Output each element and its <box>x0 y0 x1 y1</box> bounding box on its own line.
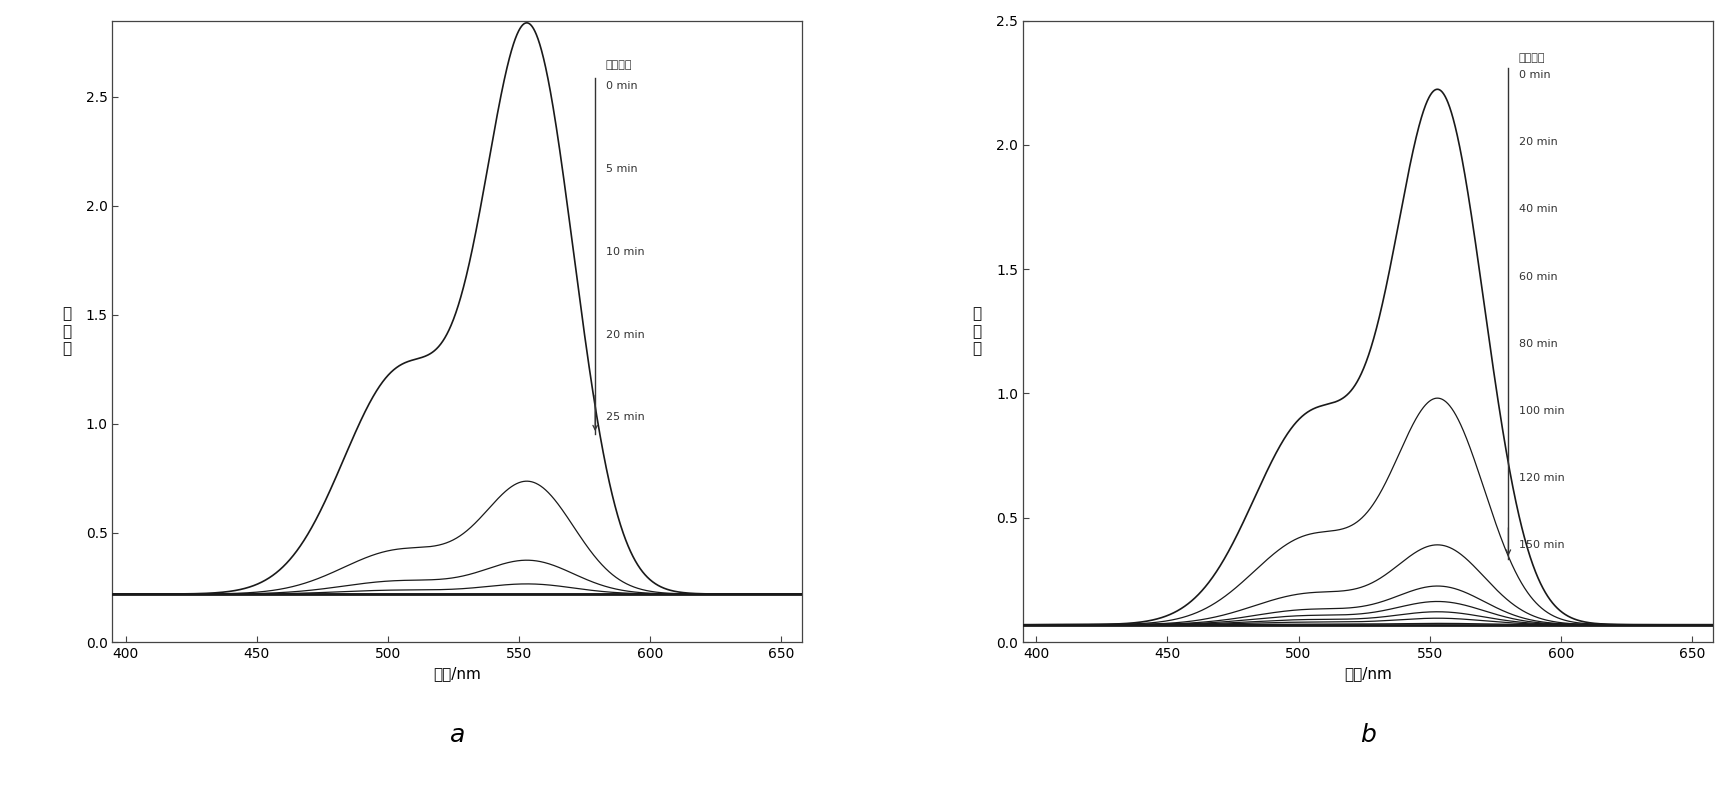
Y-axis label: 吸
光
度: 吸 光 度 <box>62 307 71 356</box>
Text: 增长时间: 增长时间 <box>605 60 632 70</box>
Text: a: a <box>449 723 465 747</box>
Text: 100 min: 100 min <box>1519 406 1564 416</box>
Text: 0 min: 0 min <box>1519 70 1550 80</box>
X-axis label: 波长/nm: 波长/nm <box>1344 666 1393 681</box>
Text: 60 min: 60 min <box>1519 272 1557 282</box>
Text: 80 min: 80 min <box>1519 339 1557 348</box>
Text: 20 min: 20 min <box>1519 137 1557 147</box>
Text: 150 min: 150 min <box>1519 540 1564 550</box>
Text: 20 min: 20 min <box>605 329 645 340</box>
Text: 降解时间: 降解时间 <box>1519 53 1545 63</box>
Text: 25 min: 25 min <box>605 413 645 422</box>
Text: 120 min: 120 min <box>1519 473 1564 483</box>
Text: 5 min: 5 min <box>605 164 638 173</box>
Text: 0 min: 0 min <box>605 81 638 91</box>
Text: b: b <box>1360 723 1375 747</box>
Y-axis label: 吸
光
度: 吸 光 度 <box>973 307 982 356</box>
X-axis label: 波长/nm: 波长/nm <box>434 666 482 681</box>
Text: 10 min: 10 min <box>605 246 645 257</box>
Text: 40 min: 40 min <box>1519 204 1557 215</box>
